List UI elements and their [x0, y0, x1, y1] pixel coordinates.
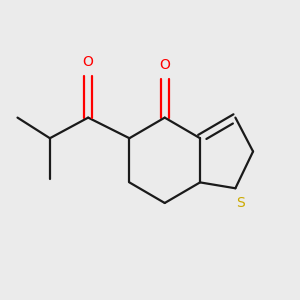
Text: S: S: [236, 196, 245, 210]
Text: O: O: [83, 55, 94, 69]
Text: O: O: [159, 58, 170, 72]
